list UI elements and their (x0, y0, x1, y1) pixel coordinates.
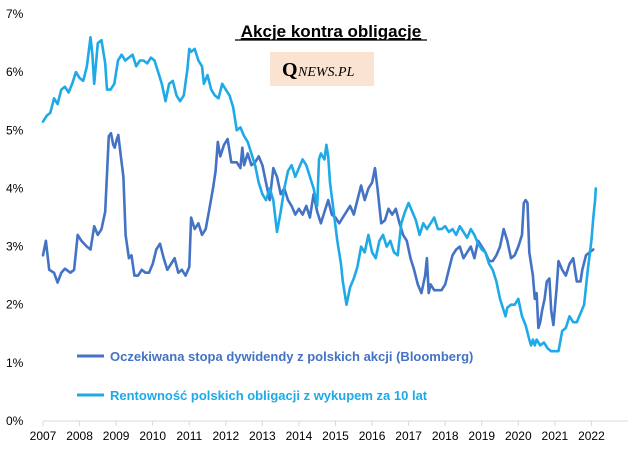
qnews-badge: Q NEWS.PL (270, 52, 374, 86)
x-tick-label: 2020 (505, 429, 532, 443)
x-tick-label: 2017 (395, 429, 422, 443)
x-tick-label: 2011 (176, 429, 202, 443)
y-tick-label: 4% (6, 181, 24, 195)
x-tick-label: 2022 (578, 429, 605, 443)
badge-q-letter: Q (282, 59, 298, 81)
x-tick-label: 2010 (139, 429, 166, 443)
x-tick-label: 2009 (103, 429, 130, 443)
y-tick-label: 2% (6, 298, 24, 312)
x-tick-label: 2021 (542, 429, 569, 443)
x-tick-label: 2008 (66, 429, 93, 443)
x-tick-label: 2016 (359, 429, 386, 443)
legend: Oczekiwana stopa dywidendy z polskich ak… (77, 349, 473, 403)
legend-label-2: Rentowność polskich obligacji z wykupem … (110, 388, 428, 403)
badge-text: NEWS.PL (297, 65, 355, 80)
y-tick-label: 3% (6, 240, 24, 254)
y-tick-label: 1% (6, 356, 24, 370)
x-tick-label: 2007 (30, 429, 57, 443)
y-tick-label: 0% (6, 414, 24, 428)
x-tick-label: 2019 (468, 429, 495, 443)
series-line-1 (41, 131, 595, 330)
x-tick-label: 2014 (286, 429, 313, 443)
x-tick-label: 2012 (212, 429, 239, 443)
y-tick-label: 6% (6, 65, 24, 79)
x-axis: 2007 2008 2009 2010 2011 2012 2013 2014 2015 2016… (30, 420, 628, 443)
series-layer (41, 36, 598, 353)
chart-title: Akcje kontra obligacje (241, 22, 421, 41)
y-axis: 0% 1% 2% 3% 4% 5% 6% 7% (6, 7, 24, 428)
badge-background (270, 52, 374, 86)
x-tick-label: 2013 (249, 429, 276, 443)
x-tick-label: 2018 (432, 429, 459, 443)
series-line-2 (41, 36, 598, 353)
y-tick-label: 7% (6, 7, 24, 21)
x-tick-label: 2015 (322, 429, 349, 443)
legend-label-1: Oczekiwana stopa dywidendy z polskich ak… (110, 349, 473, 364)
y-tick-label: 5% (6, 123, 24, 137)
